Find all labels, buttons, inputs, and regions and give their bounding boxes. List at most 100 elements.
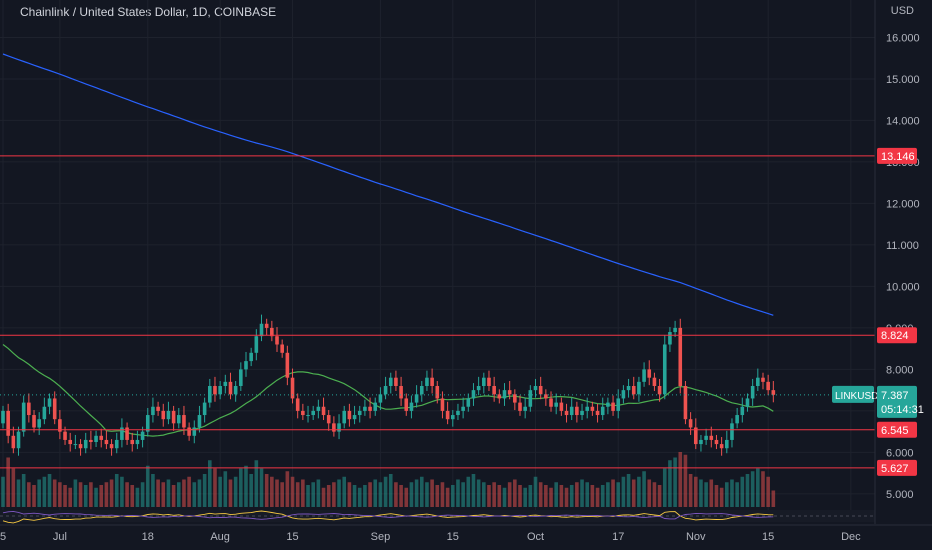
- candle-body[interactable]: [771, 390, 776, 395]
- candle-body[interactable]: [662, 344, 667, 395]
- candle-body[interactable]: [637, 381, 641, 395]
- candle-body[interactable]: [688, 419, 693, 428]
- candle-body[interactable]: [32, 415, 36, 428]
- candle-body[interactable]: [176, 415, 181, 424]
- candle-body[interactable]: [264, 323, 269, 328]
- candle-body[interactable]: [693, 427, 698, 445]
- candle-body[interactable]: [6, 410, 10, 436]
- candle-body[interactable]: [476, 385, 481, 391]
- candle-body[interactable]: [166, 410, 171, 420]
- candle-body[interactable]: [714, 439, 719, 445]
- candle-body[interactable]: [445, 410, 450, 420]
- candle-body[interactable]: [575, 406, 579, 416]
- candle-body[interactable]: [94, 435, 98, 443]
- candle-body[interactable]: [321, 406, 326, 416]
- candle-body[interactable]: [497, 394, 502, 399]
- candle-body[interactable]: [301, 410, 305, 416]
- candle-body[interactable]: [616, 398, 621, 411]
- candle-body[interactable]: [197, 415, 202, 428]
- candle-body[interactable]: [600, 406, 605, 416]
- candle-body[interactable]: [275, 336, 279, 345]
- candle-body[interactable]: [233, 385, 238, 395]
- candle-body[interactable]: [544, 394, 548, 399]
- candle-body[interactable]: [114, 439, 119, 449]
- candle-body[interactable]: [104, 439, 109, 445]
- candle-body[interactable]: [533, 385, 538, 391]
- candle-body[interactable]: [187, 427, 191, 436]
- candle-body[interactable]: [259, 323, 264, 337]
- candle-body[interactable]: [47, 398, 52, 407]
- candle-body[interactable]: [352, 415, 357, 420]
- candle-body[interactable]: [73, 444, 78, 446]
- candle-body[interactable]: [99, 435, 104, 440]
- candle-body[interactable]: [151, 406, 155, 416]
- candle-body[interactable]: [280, 344, 284, 353]
- candle-body[interactable]: [83, 439, 88, 449]
- candle-body[interactable]: [192, 427, 197, 436]
- candle-body[interactable]: [171, 410, 176, 424]
- candle-body[interactable]: [414, 394, 419, 403]
- candle-body[interactable]: [761, 377, 765, 382]
- candle-body[interactable]: [332, 423, 336, 432]
- candle-body[interactable]: [363, 406, 367, 411]
- candle-body[interactable]: [135, 439, 140, 445]
- candle-body[interactable]: [631, 385, 636, 395]
- candle-body[interactable]: [42, 406, 47, 420]
- candle-body[interactable]: [295, 398, 300, 411]
- candle-body[interactable]: [725, 439, 729, 449]
- candle-body[interactable]: [388, 377, 393, 386]
- candle-body[interactable]: [311, 410, 315, 416]
- candle-body[interactable]: [564, 410, 569, 416]
- candle-body[interactable]: [244, 361, 248, 370]
- candle-body[interactable]: [435, 385, 440, 399]
- candle-body[interactable]: [394, 377, 398, 386]
- candle-body[interactable]: [492, 385, 496, 395]
- candle-body[interactable]: [621, 390, 626, 399]
- candle-body[interactable]: [471, 390, 476, 399]
- candle-body[interactable]: [239, 369, 243, 386]
- candle-body[interactable]: [657, 385, 662, 395]
- candle-body[interactable]: [750, 385, 755, 399]
- candle-body[interactable]: [487, 377, 491, 386]
- candle-body[interactable]: [306, 415, 310, 417]
- candle-body[interactable]: [58, 419, 62, 432]
- candle-body[interactable]: [208, 385, 212, 403]
- candle-body[interactable]: [523, 406, 527, 411]
- candle-body[interactable]: [590, 406, 595, 411]
- candle-body[interactable]: [89, 439, 93, 443]
- candle-body[interactable]: [740, 406, 745, 416]
- candle-body[interactable]: [125, 427, 129, 440]
- candle-body[interactable]: [383, 385, 388, 395]
- candle-body[interactable]: [290, 377, 295, 399]
- candle-body[interactable]: [559, 402, 564, 411]
- candle-body[interactable]: [52, 398, 57, 420]
- candle-body[interactable]: [626, 385, 631, 391]
- candle-body[interactable]: [507, 390, 512, 395]
- candle-body[interactable]: [528, 390, 533, 407]
- candle-body[interactable]: [704, 435, 708, 440]
- candle-body[interactable]: [595, 410, 600, 416]
- candle-body[interactable]: [337, 423, 341, 432]
- candle-body[interactable]: [513, 394, 517, 403]
- candle-body[interactable]: [554, 402, 558, 407]
- candle-body[interactable]: [223, 381, 228, 386]
- candle-body[interactable]: [466, 398, 471, 407]
- candle-body[interactable]: [440, 398, 445, 411]
- candle-body[interactable]: [63, 431, 67, 440]
- candle-body[interactable]: [16, 431, 21, 449]
- candle-body[interactable]: [399, 385, 403, 399]
- candle-body[interactable]: [326, 415, 331, 424]
- candle-body[interactable]: [745, 398, 750, 407]
- candle-body[interactable]: [357, 410, 362, 416]
- candle-body[interactable]: [580, 410, 584, 416]
- candle-body[interactable]: [606, 402, 610, 407]
- candle-body[interactable]: [285, 352, 290, 378]
- candle-body[interactable]: [549, 398, 553, 407]
- candle-body[interactable]: [419, 385, 424, 395]
- candle-body[interactable]: [538, 385, 543, 395]
- candle-body[interactable]: [678, 327, 683, 386]
- candle-body[interactable]: [569, 406, 574, 416]
- candle-body[interactable]: [585, 406, 590, 411]
- candle-body[interactable]: [145, 415, 150, 432]
